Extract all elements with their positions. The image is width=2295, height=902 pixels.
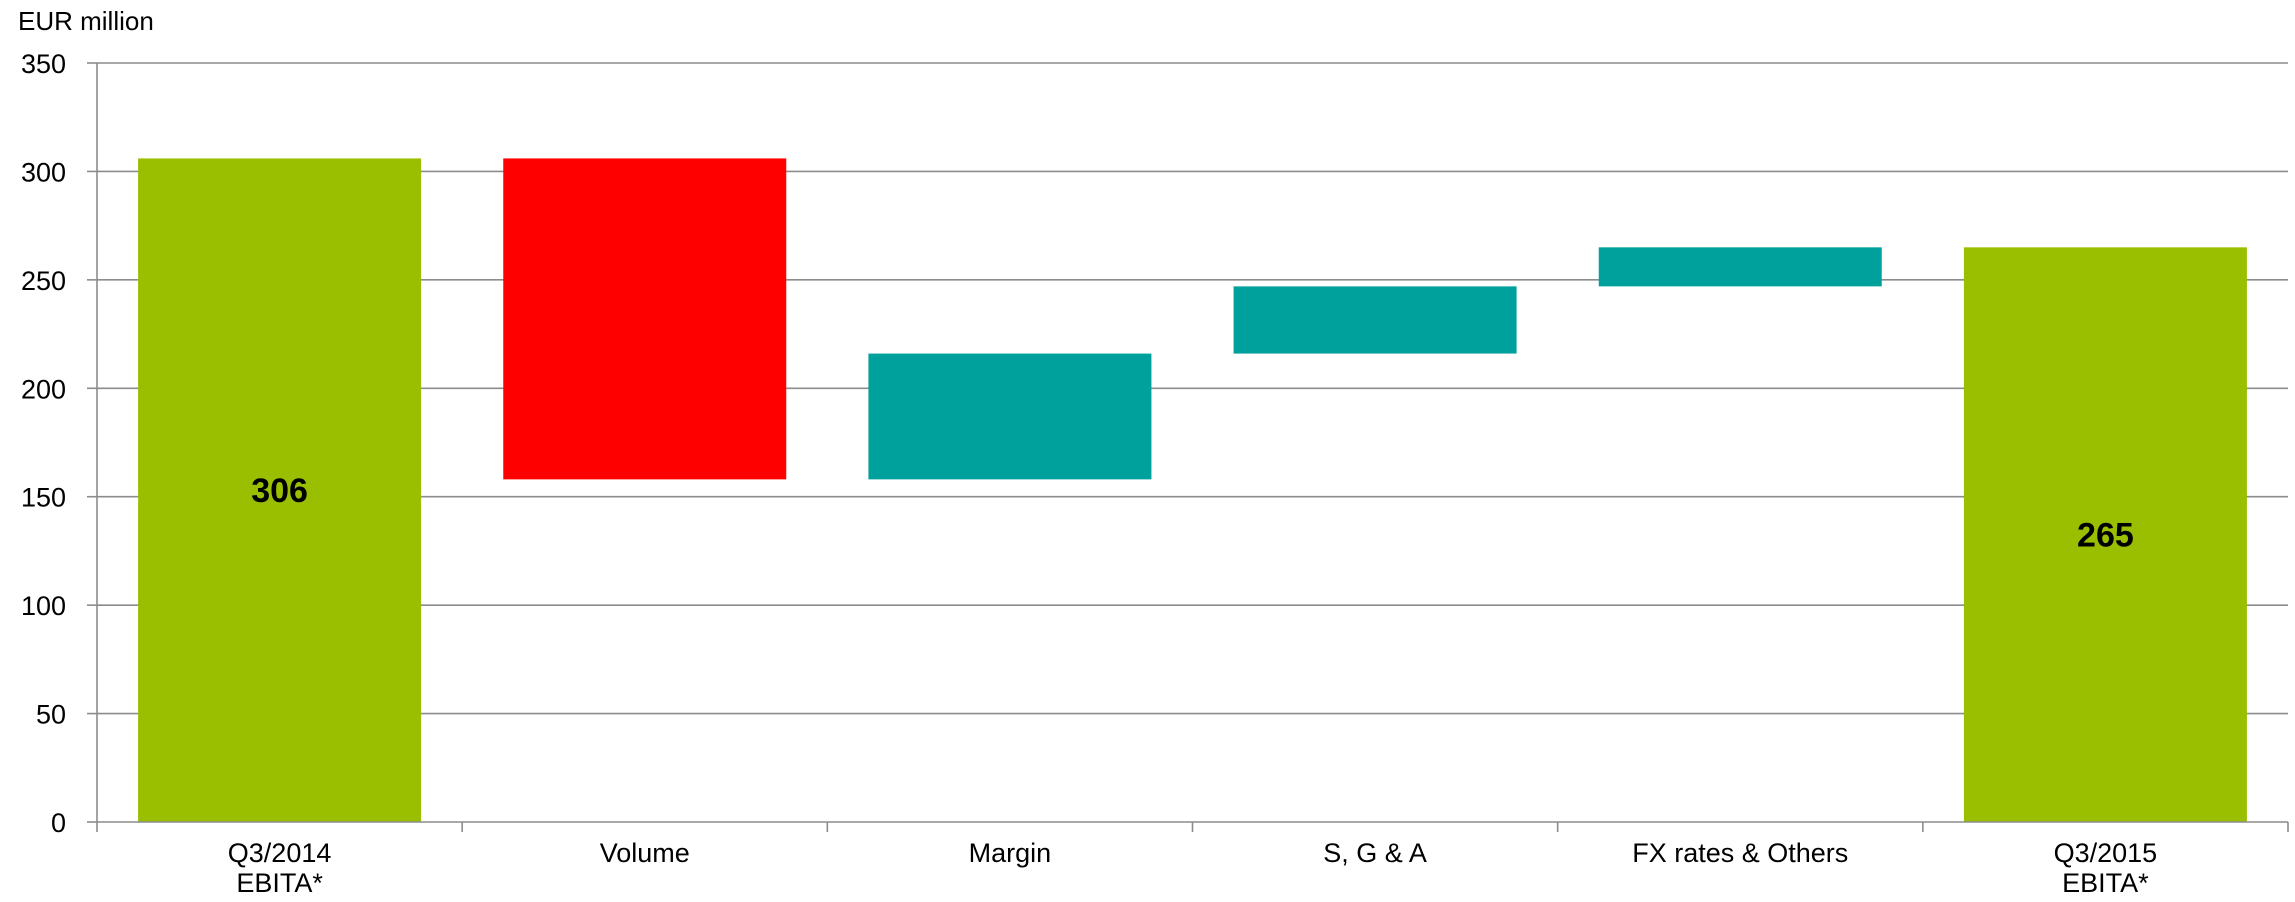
axes: [96, 63, 2289, 832]
y-tick-label: 50: [36, 700, 66, 730]
bars: 306 265: [138, 158, 2247, 823]
x-tick-label: EBITA*: [2062, 868, 2149, 897]
y-tick-label: 100: [21, 591, 66, 621]
x-tick-label: Margin: [969, 838, 1052, 868]
x-tick-label: EBITA*: [236, 868, 323, 897]
y-tick-label: 200: [21, 374, 66, 404]
x-tick-label: Q3/2015: [2054, 838, 2158, 868]
bar-decrease: [503, 158, 787, 480]
unit-label: EUR million: [18, 6, 154, 36]
y-tick-label: 300: [21, 157, 66, 187]
bar-increase: [1598, 247, 1882, 287]
y-tick-label: 250: [21, 266, 66, 296]
x-tick-label: Q3/2014: [228, 838, 332, 868]
y-tick-label: 350: [21, 49, 66, 79]
x-tick-label: FX rates & Others: [1632, 838, 1848, 868]
bar-increase: [868, 353, 1152, 480]
y-tick-label: 150: [21, 483, 66, 513]
x-tick-label: S, G & A: [1323, 838, 1427, 868]
y-axis-ticks: 0 50 100 150 200 250 300 350: [21, 49, 97, 838]
data-label: 265: [2077, 517, 2134, 555]
bar-total: [1963, 247, 2247, 823]
y-tick-label: 0: [51, 808, 66, 838]
gridlines: [97, 62, 2288, 715]
bar-total: [138, 158, 422, 823]
bar-increase: [1233, 286, 1517, 354]
x-tick-label: Volume: [600, 838, 690, 868]
data-label: 306: [251, 472, 308, 510]
